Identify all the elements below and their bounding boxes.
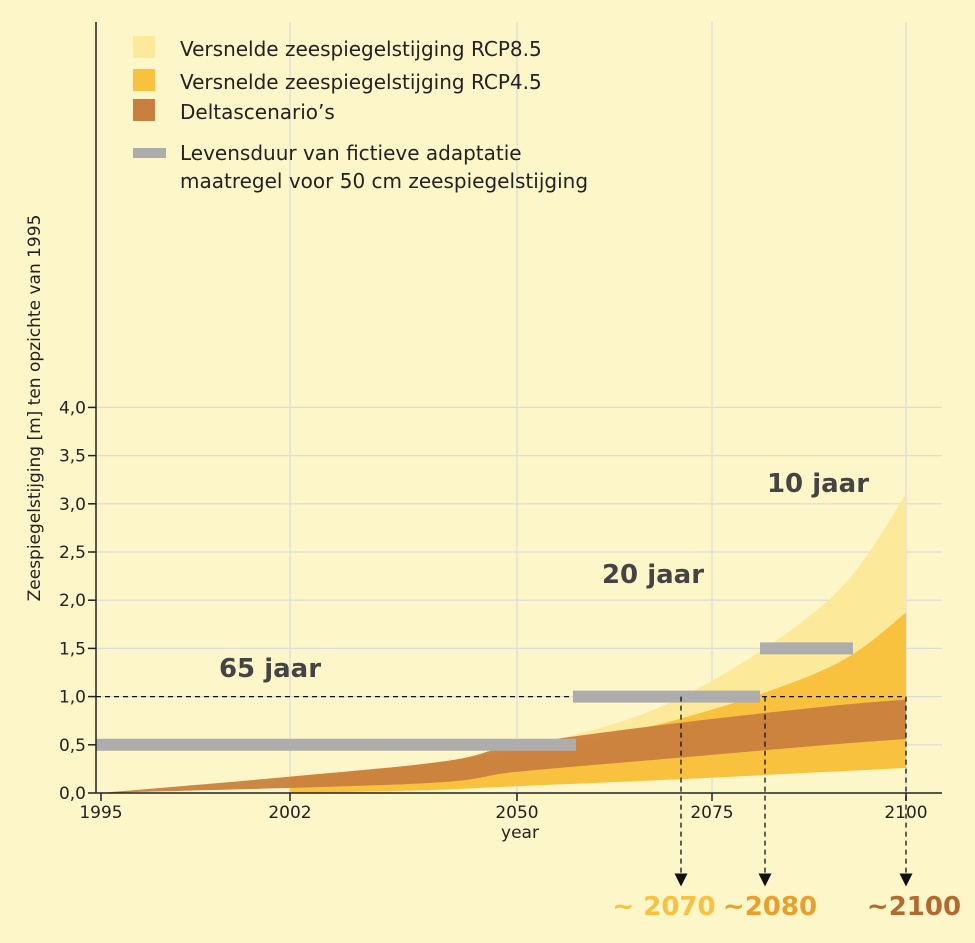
legend-swatch xyxy=(133,99,155,121)
x-tick-label: 2002 xyxy=(268,803,311,823)
crossing-year-label: ~2080 xyxy=(723,892,817,922)
y-tick-label: 1,0 xyxy=(59,688,86,708)
crossing-year-label: ~ 2070 xyxy=(612,892,715,922)
area-band xyxy=(101,699,906,793)
y-ticks: 0,0 0,5 1,0 1,5 2,0 2,5 3,0 3,5 4,0 xyxy=(59,398,96,804)
legend-label: Versnelde zeespiegelstijging RCP8.5 xyxy=(180,37,542,61)
lifetime-bar-label: 65 jaar xyxy=(219,654,321,684)
legend-label: Versnelde zeespiegelstijging RCP4.5 xyxy=(180,70,542,94)
y-tick-label: 4,0 xyxy=(59,398,86,418)
crossing-year-label: ~2100 xyxy=(867,892,961,922)
y-tick-label: 3,0 xyxy=(59,495,86,515)
x-axis-label: year xyxy=(501,823,539,843)
lifetime-bar-label: 20 jaar xyxy=(602,560,704,590)
areas xyxy=(101,494,906,793)
x-tick-label: 1995 xyxy=(79,803,122,823)
y-axis-label: Zeespiegelstijging [m] ten opzichte van … xyxy=(25,215,45,602)
legend-swatch xyxy=(133,69,155,91)
y-tick-label: 2,0 xyxy=(59,591,86,611)
x-ticks: 1995 2002 2050 2075 2100 xyxy=(79,793,928,823)
lifetime-bar-labels: 65 jaar 20 jaar 10 jaar xyxy=(219,469,869,684)
y-tick-label: 2,5 xyxy=(59,543,86,563)
x-tick-label: 2100 xyxy=(884,803,927,823)
y-tick-label: 0,5 xyxy=(59,736,86,756)
y-tick-label: 0,0 xyxy=(59,784,86,804)
crossing-arrows: ~ 2070 ~2080 ~2100 xyxy=(612,696,961,922)
legend: Versnelde zeespiegelstijging RCP8.5 Versn… xyxy=(133,36,588,193)
legend-label: Levensduur van fictieve adaptatie xyxy=(180,141,522,165)
x-tick-label: 2075 xyxy=(690,803,733,823)
lifetime-bars xyxy=(96,642,853,751)
legend-label: Deltascenario’s xyxy=(180,100,335,124)
lifetime-bar-label: 10 jaar xyxy=(767,469,869,499)
legend-label: maatregel voor 50 cm zeespiegelstijging xyxy=(180,169,588,193)
x-tick-label: 2050 xyxy=(495,803,538,823)
y-tick-label: 3,5 xyxy=(59,447,86,467)
y-tick-label: 1,5 xyxy=(59,639,86,659)
legend-swatch xyxy=(133,36,155,58)
